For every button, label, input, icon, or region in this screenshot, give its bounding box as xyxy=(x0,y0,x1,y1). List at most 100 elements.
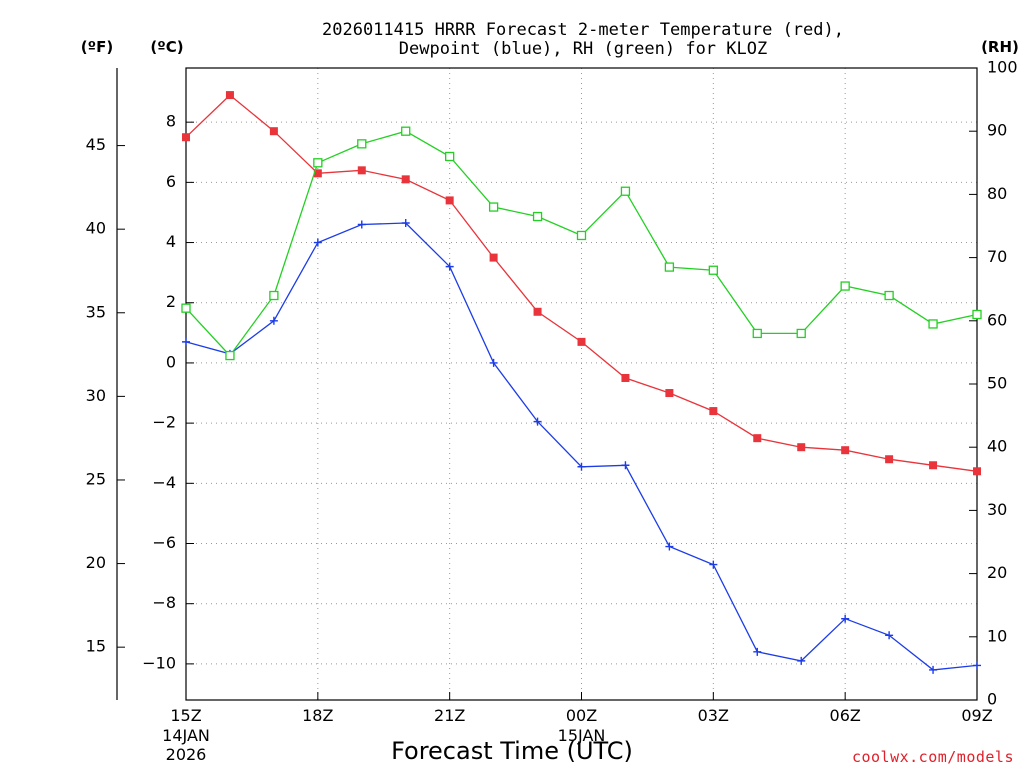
credit-link[interactable]: coolwx.com/models xyxy=(852,748,1014,766)
rh-tick-label: 70 xyxy=(987,247,1007,266)
rh-tick-label: 80 xyxy=(987,184,1007,203)
rh-point xyxy=(488,202,499,212)
celsius-tick-labels: 8 6 4 2 0 −2 −4 −6 −8 −10 xyxy=(142,112,176,673)
rh-tick-label: 20 xyxy=(987,563,1007,582)
rh-point xyxy=(708,265,718,275)
x-tick-label: 06Z xyxy=(830,706,861,725)
chart-title-line1: 2026011415 HRRR Forecast 2-meter Tempera… xyxy=(322,20,844,40)
dewpoint-point xyxy=(973,661,981,670)
celsius-tick-label: −6 xyxy=(152,533,176,552)
temperature-point xyxy=(709,407,718,416)
x-axis-title: Forecast Time (UTC) xyxy=(391,737,633,765)
x-tick-date-label: 14JAN xyxy=(162,726,210,745)
temperature-point xyxy=(533,307,542,316)
dewpoint-point xyxy=(269,316,278,325)
dewpoint-point xyxy=(313,238,322,247)
dewpoint-point xyxy=(401,218,410,227)
rh-tick-label: 30 xyxy=(987,500,1007,519)
gridlines xyxy=(186,68,977,700)
rh-tick-label: 90 xyxy=(987,121,1007,140)
dewpoint-line xyxy=(185,222,978,671)
chart-title-line2: Dewpoint (blue), RH (green) for KLOZ xyxy=(399,39,767,59)
rh-tick-label: 50 xyxy=(987,374,1007,393)
dewpoint-point xyxy=(357,220,366,229)
rh-point xyxy=(269,290,279,301)
dewpoint-point xyxy=(709,560,718,569)
rh-point xyxy=(664,262,675,272)
x-tick-label: 21Z xyxy=(434,706,465,725)
rh-tick-label: 0 xyxy=(987,690,997,709)
dewpoint-point xyxy=(621,461,630,470)
temperature-series xyxy=(182,91,981,476)
rh-point xyxy=(401,126,411,136)
series-layer xyxy=(181,91,982,674)
celsius-tick-label: 8 xyxy=(166,112,176,131)
temperature-point xyxy=(621,373,630,382)
celsius-tick-label: 4 xyxy=(166,232,176,251)
rh-point xyxy=(181,303,191,313)
temperature-point xyxy=(753,434,762,443)
dewpoint-point xyxy=(797,656,806,665)
rh-tick-label: 10 xyxy=(987,626,1007,645)
rh-tick-label: 40 xyxy=(987,437,1007,456)
rh-point xyxy=(840,281,850,291)
rh-point xyxy=(796,328,806,339)
rh-tick-labels: 100 90 80 70 60 50 40 30 20 10 0 xyxy=(987,58,1018,709)
celsius-tick-label: 2 xyxy=(166,292,176,311)
x-tick-date-label: 15JAN xyxy=(558,726,606,745)
celsius-tick-label: −4 xyxy=(152,473,176,492)
dewpoint-point xyxy=(929,665,938,674)
fahrenheit-tick-label: 45 xyxy=(86,135,106,154)
fahrenheit-tick-label: 25 xyxy=(86,470,106,489)
dewpoint-point xyxy=(841,614,850,623)
rh-point xyxy=(928,319,938,329)
temperature-point xyxy=(489,253,498,262)
dewpoint-point xyxy=(577,462,586,471)
axis-ticks xyxy=(117,67,978,701)
rh-tick-label: 60 xyxy=(987,310,1007,329)
fahrenheit-tick-label: 40 xyxy=(86,219,106,238)
plot-frame xyxy=(185,67,978,701)
rh-point xyxy=(576,230,587,241)
temperature-point xyxy=(841,446,850,455)
dewpoint-point xyxy=(445,262,454,271)
dewpoint-point xyxy=(753,647,762,656)
celsius-tick-label: 0 xyxy=(166,352,176,371)
x-tick-label: 09Z xyxy=(961,706,992,725)
temperature-point xyxy=(577,337,586,346)
x-tick-year-label: 2026 xyxy=(166,745,207,764)
temperature-point xyxy=(357,166,366,175)
rh-point xyxy=(752,328,762,339)
dewpoint-series xyxy=(182,218,981,674)
dewpoint-point xyxy=(533,417,542,426)
dewpoint-point xyxy=(665,542,674,551)
fahrenheit-tick-label: 30 xyxy=(86,386,106,405)
rh-tick-label: 100 xyxy=(987,58,1018,77)
temperature-point xyxy=(225,91,234,100)
rh-point xyxy=(357,139,367,149)
celsius-tick-label: −10 xyxy=(142,653,176,672)
celsius-tick-label: −2 xyxy=(152,413,176,432)
x-tick-label: 00Z xyxy=(566,706,597,725)
rh-point xyxy=(620,186,631,196)
celsius-unit-label: (ºC) xyxy=(150,38,183,56)
fahrenheit-tick-labels: 45 40 35 30 25 20 15 xyxy=(86,135,106,656)
fahrenheit-unit-label: (ºF) xyxy=(81,38,113,56)
temperature-point xyxy=(269,127,278,136)
rh-point xyxy=(972,309,982,320)
temperature-point xyxy=(313,169,322,178)
x-tick-labels: 15Z 14JAN 2026 18Z 21Z 00Z 15JAN 03Z 06Z… xyxy=(162,706,993,764)
rh-point xyxy=(313,158,323,168)
rh-point xyxy=(532,211,543,222)
fahrenheit-tick-label: 15 xyxy=(86,637,106,656)
temperature-point xyxy=(973,467,981,476)
temperature-point xyxy=(445,196,454,205)
dewpoint-point xyxy=(489,358,498,367)
rh-point xyxy=(445,151,455,162)
dewpoint-point xyxy=(885,631,894,640)
rh-point xyxy=(225,350,235,361)
fahrenheit-tick-label: 20 xyxy=(86,553,106,572)
celsius-tick-label: 6 xyxy=(166,172,176,191)
temperature-point xyxy=(885,455,894,464)
